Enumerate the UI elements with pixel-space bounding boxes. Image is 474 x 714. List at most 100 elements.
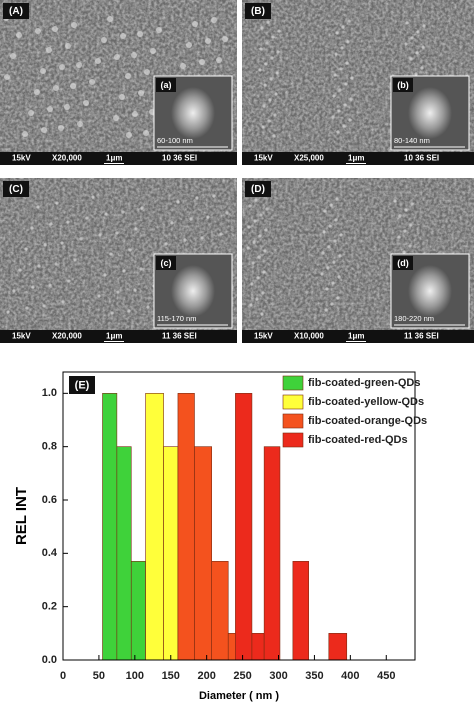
sem-particle — [337, 275, 341, 279]
sem-panel: 15kV X20,000 1μm 10 36 SEI (A) (a) 60-100 nm — [0, 0, 237, 165]
sem-particle — [335, 197, 339, 201]
x-tick-label: 400 — [341, 670, 359, 682]
sem-particle — [146, 305, 150, 309]
x-tick-label: 300 — [269, 670, 287, 682]
y-tick-label: 0.2 — [42, 601, 57, 613]
y-axis-label: REL INT — [13, 487, 30, 545]
inset-size: 60-100 nm — [157, 136, 193, 145]
sem-particle — [325, 287, 329, 291]
sem-particle — [255, 297, 259, 301]
sem-particle — [35, 28, 41, 34]
sem-particle — [4, 74, 10, 80]
sem-particle — [43, 243, 47, 247]
sem-particle — [71, 22, 77, 28]
sem-particle — [22, 131, 28, 137]
sem-code: 10 36 SEI — [162, 154, 197, 163]
x-tick-label: 0 — [60, 670, 66, 682]
sem-particle — [176, 200, 180, 204]
sem-particle — [77, 121, 83, 127]
sem-particle — [271, 35, 275, 39]
sem-particle — [404, 208, 408, 212]
inset-size: 115-170 nm — [157, 314, 196, 323]
sem-particle — [28, 110, 34, 116]
sem-particle — [127, 309, 131, 313]
y-tick-label: 0.6 — [42, 494, 57, 506]
sem-kv: 15kV — [254, 332, 273, 341]
sem-particle — [104, 212, 108, 216]
plot-frame — [62, 371, 416, 661]
sem-particle — [119, 94, 125, 100]
x-tick-label: 450 — [377, 670, 395, 682]
sem-particle — [116, 290, 120, 294]
histogram-bar — [211, 561, 229, 661]
sem-particle — [264, 228, 268, 232]
histogram-bar — [102, 393, 118, 661]
y-tick-label: 0.0 — [42, 654, 57, 666]
info-bar — [242, 152, 474, 165]
sem-particle — [251, 261, 255, 265]
sem-scale: 1μm — [348, 154, 364, 163]
sem-particle — [256, 276, 260, 280]
sem-particle — [404, 42, 408, 46]
sem-particle — [199, 59, 205, 65]
sem-particle — [343, 103, 347, 107]
sem-particle — [115, 231, 119, 235]
histogram-bar — [145, 393, 164, 661]
sem-particle — [409, 57, 413, 61]
sem-particle — [268, 98, 272, 102]
inset-particle — [171, 87, 215, 139]
sem-particle — [222, 36, 228, 42]
sem-particle — [421, 45, 425, 49]
histogram-bar — [263, 446, 281, 661]
sem-particle — [156, 27, 162, 33]
sem-particle — [212, 194, 216, 198]
sem-particle — [333, 239, 337, 243]
sem-particle — [53, 85, 59, 91]
inset-size: 180-220 nm — [394, 314, 434, 323]
sem-particle — [420, 66, 424, 70]
sem-particle — [200, 236, 204, 240]
sem-particle — [258, 68, 262, 72]
panel-label: (C) — [9, 184, 23, 195]
x-tick-label: 250 — [233, 670, 251, 682]
sem-particle — [261, 291, 265, 295]
sem-particle — [183, 238, 187, 242]
sem-particle — [405, 21, 409, 25]
sem-particle — [261, 125, 265, 129]
sem-particle — [246, 246, 250, 250]
sem-particle — [6, 310, 10, 314]
histogram-bar — [251, 633, 265, 661]
sem-particle — [205, 38, 211, 44]
sem-particle — [263, 83, 267, 87]
sem-particle — [83, 100, 89, 106]
sem-particle — [95, 58, 101, 64]
panel-label: (A) — [9, 6, 23, 17]
sem-particle — [139, 267, 143, 271]
sem-particle — [12, 289, 16, 293]
sem-particle — [344, 82, 348, 86]
x-tick-label: 350 — [305, 670, 323, 682]
sem-particle — [189, 217, 193, 221]
sem-particle — [249, 303, 253, 307]
sem-particle — [186, 42, 192, 48]
sem-particle — [410, 202, 414, 206]
sem-particle — [276, 50, 280, 54]
sem-particle — [180, 63, 186, 69]
legend-label: fib-coated-green-QDs — [308, 377, 420, 389]
sem-particle — [133, 288, 137, 292]
inset-label: (d) — [397, 258, 409, 268]
x-tick-label: 200 — [197, 670, 215, 682]
sem-particle — [170, 221, 174, 225]
sem-particle — [350, 76, 354, 80]
sem-particle — [122, 269, 126, 273]
inset-label: (a) — [161, 80, 172, 90]
sem-particle — [134, 227, 138, 231]
y-tick-label: 1.0 — [42, 387, 57, 399]
sem-kv: 15kV — [12, 154, 31, 163]
sem-scale: 1μm — [348, 332, 364, 341]
sem-particle — [195, 196, 199, 200]
sem-particle — [397, 235, 401, 239]
legend-label: fib-coated-red-QDs — [308, 434, 408, 446]
sem-particle — [264, 62, 268, 66]
sem-particle — [336, 130, 340, 134]
